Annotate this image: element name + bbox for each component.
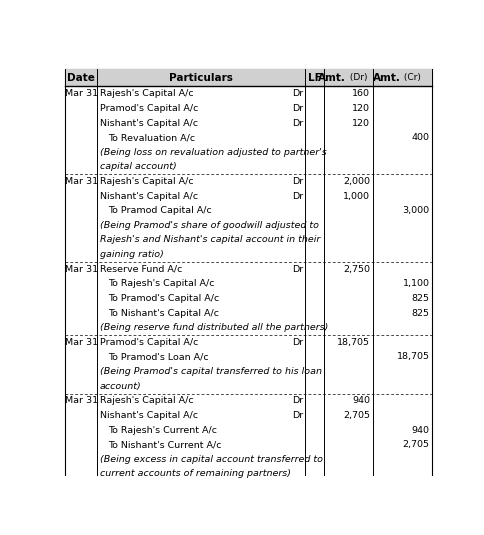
Text: Dr: Dr: [291, 396, 302, 406]
Text: Dr: Dr: [291, 89, 302, 98]
Text: Amt.: Amt.: [318, 73, 346, 83]
Text: Mar 31: Mar 31: [64, 89, 98, 98]
Text: To Nishant's Capital A/c: To Nishant's Capital A/c: [107, 309, 218, 318]
Text: (Being excess in capital account transferred to: (Being excess in capital account transfe…: [99, 455, 322, 464]
Text: Dr: Dr: [291, 177, 302, 186]
Text: To Rajesh's Current A/c: To Rajesh's Current A/c: [107, 426, 216, 434]
Text: Rajesh's Capital A/c: Rajesh's Capital A/c: [99, 177, 193, 186]
Text: Dr: Dr: [291, 265, 302, 274]
Text: (Being Pramod's share of goodwill adjusted to: (Being Pramod's share of goodwill adjust…: [99, 221, 318, 230]
Text: Dr: Dr: [291, 411, 302, 420]
Text: 1,100: 1,100: [402, 279, 429, 288]
Text: 940: 940: [352, 396, 370, 406]
Text: (Being loss on revaluation adjusted to partner's: (Being loss on revaluation adjusted to p…: [99, 148, 326, 157]
Text: (Being Pramod's capital transferred to his loan: (Being Pramod's capital transferred to h…: [99, 367, 321, 376]
Text: To Pramod Capital A/c: To Pramod Capital A/c: [107, 207, 211, 215]
Text: To Pramod's Loan A/c: To Pramod's Loan A/c: [107, 353, 208, 362]
Text: Amt.: Amt.: [372, 73, 400, 83]
Text: 120: 120: [352, 119, 370, 127]
Text: 120: 120: [352, 104, 370, 113]
Text: To Nishant's Current A/c: To Nishant's Current A/c: [107, 440, 221, 449]
Text: LF: LF: [307, 73, 321, 83]
Text: 2,000: 2,000: [343, 177, 370, 186]
Text: 18,705: 18,705: [337, 338, 370, 347]
Text: 2,705: 2,705: [343, 411, 370, 420]
Text: To Revaluation A/c: To Revaluation A/c: [107, 133, 195, 142]
Text: Nishant's Capital A/c: Nishant's Capital A/c: [99, 192, 197, 201]
Text: Reserve Fund A/c: Reserve Fund A/c: [99, 265, 182, 274]
Text: Rajesh's and Nishant's capital account in their: Rajesh's and Nishant's capital account i…: [99, 235, 319, 244]
Text: 825: 825: [411, 294, 429, 303]
Text: 160: 160: [352, 89, 370, 98]
Text: Mar 31: Mar 31: [64, 265, 98, 274]
Text: Rajesh's Capital A/c: Rajesh's Capital A/c: [99, 396, 193, 406]
Text: Mar 31: Mar 31: [64, 338, 98, 347]
Text: gaining ratio): gaining ratio): [99, 250, 163, 259]
Text: Rajesh's Capital A/c: Rajesh's Capital A/c: [99, 89, 193, 98]
Bar: [65, 69, 431, 87]
Text: 940: 940: [411, 426, 429, 434]
Text: 825: 825: [411, 309, 429, 318]
Text: Dr: Dr: [291, 119, 302, 127]
Text: account): account): [99, 382, 141, 391]
Text: Mar 31: Mar 31: [64, 177, 98, 186]
Text: Particulars: Particulars: [169, 73, 233, 83]
Text: To Pramod's Capital A/c: To Pramod's Capital A/c: [107, 294, 218, 303]
Text: (Dr): (Dr): [346, 73, 366, 82]
Text: Dr: Dr: [291, 338, 302, 347]
Text: Nishant's Capital A/c: Nishant's Capital A/c: [99, 411, 197, 420]
Text: 2,750: 2,750: [343, 265, 370, 274]
Text: Dr: Dr: [291, 192, 302, 201]
Text: 400: 400: [411, 133, 429, 142]
Text: (Cr): (Cr): [400, 73, 420, 82]
Text: (Being reserve fund distributed all the partners): (Being reserve fund distributed all the …: [99, 323, 327, 332]
Text: 1,000: 1,000: [343, 192, 370, 201]
Text: 18,705: 18,705: [396, 353, 429, 362]
Text: Date: Date: [67, 73, 95, 83]
Text: Dr: Dr: [291, 104, 302, 113]
Text: 3,000: 3,000: [402, 207, 429, 215]
Text: Nishant's Capital A/c: Nishant's Capital A/c: [99, 119, 197, 127]
Text: Pramod's Capital A/c: Pramod's Capital A/c: [99, 104, 197, 113]
Text: Mar 31: Mar 31: [64, 396, 98, 406]
Text: Pramod's Capital A/c: Pramod's Capital A/c: [99, 338, 197, 347]
Text: To Rajesh's Capital A/c: To Rajesh's Capital A/c: [107, 279, 214, 288]
Text: capital account): capital account): [99, 163, 176, 171]
Text: 2,705: 2,705: [402, 440, 429, 449]
Text: current accounts of remaining partners): current accounts of remaining partners): [99, 470, 290, 478]
